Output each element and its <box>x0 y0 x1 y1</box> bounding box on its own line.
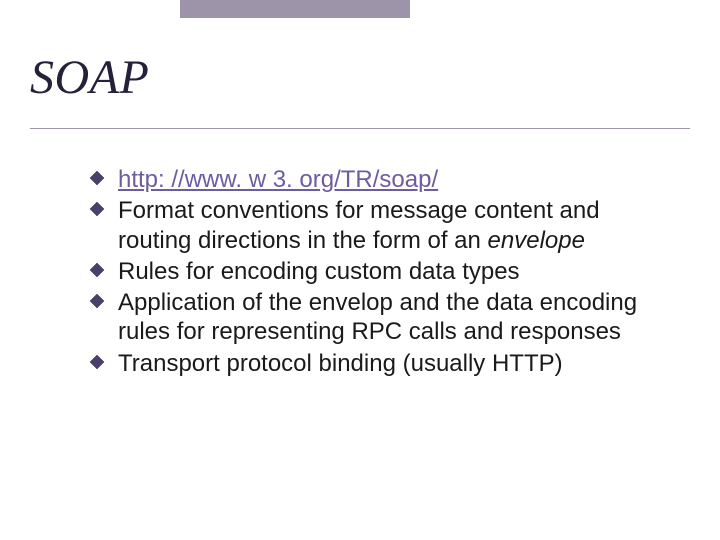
list-item: Application of the envelop and the data … <box>90 288 660 347</box>
diamond-bullet-icon <box>90 355 104 369</box>
list-item: Transport protocol binding (usually HTTP… <box>90 349 660 378</box>
top-accent-bar <box>180 0 410 18</box>
list-item-text: Format conventions for message content a… <box>118 197 600 253</box>
list-item: Format conventions for message content a… <box>90 196 660 255</box>
soap-spec-link[interactable]: http: //www. w 3. org/TR/soap/ <box>118 166 438 193</box>
list-item: http: //www. w 3. org/TR/soap/ <box>90 165 660 194</box>
diamond-bullet-icon <box>90 294 104 308</box>
list-item-text: Application of the envelop and the data … <box>118 289 637 345</box>
slide-content: http: //www. w 3. org/TR/soap/ Format co… <box>90 165 660 380</box>
list-item-text: Transport protocol binding (usually HTTP… <box>118 350 563 377</box>
diamond-bullet-icon <box>90 202 104 216</box>
list-item: Rules for encoding custom data types <box>90 257 660 286</box>
list-item-text: Rules for encoding custom data types <box>118 258 520 285</box>
title-underline <box>30 128 690 129</box>
slide: SOAP http: //www. w 3. org/TR/soap/ Form… <box>0 0 720 540</box>
diamond-bullet-icon <box>90 171 104 185</box>
diamond-bullet-icon <box>90 263 104 277</box>
slide-title: SOAP <box>30 50 149 105</box>
